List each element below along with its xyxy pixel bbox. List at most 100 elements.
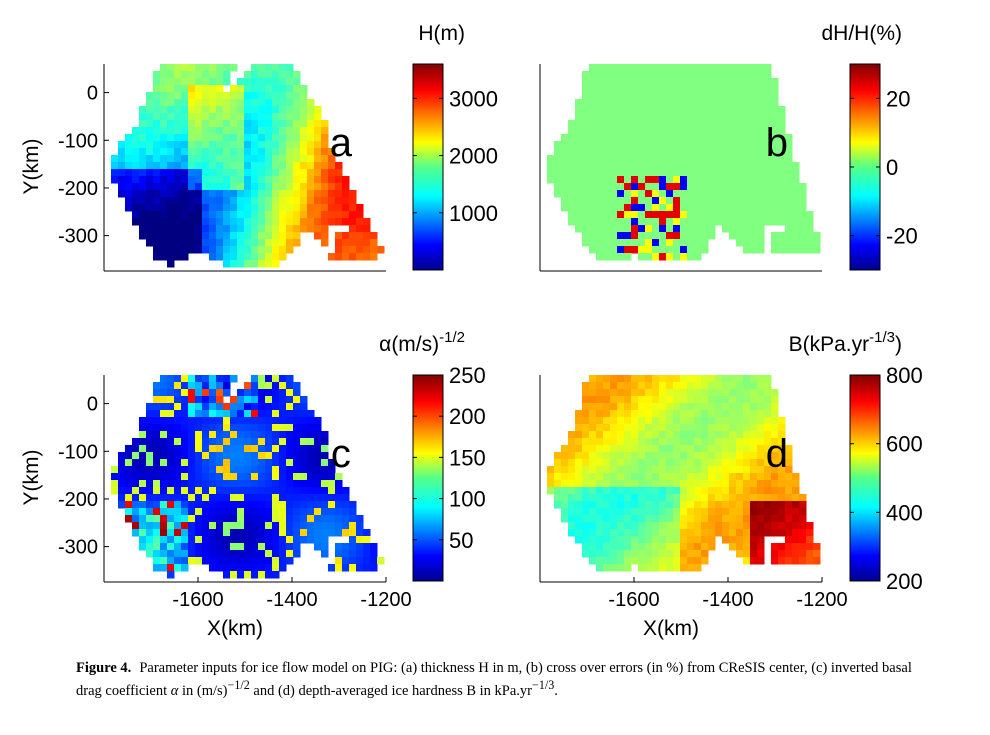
heatmap-cell — [687, 225, 695, 233]
heatmap-cell — [279, 536, 287, 544]
heatmap-cell — [328, 473, 336, 481]
heatmap-cell — [237, 260, 245, 268]
heatmap-cell — [195, 99, 203, 107]
heatmap-cell — [568, 494, 576, 502]
heatmap-cell — [118, 466, 126, 474]
heatmap-cell — [265, 410, 273, 418]
heatmap-cell — [314, 106, 322, 114]
heatmap-cell — [223, 452, 231, 460]
heatmap-cell — [125, 169, 133, 177]
heatmap-cell — [160, 197, 168, 205]
heatmap-cell — [708, 225, 716, 233]
heatmap-cell — [265, 557, 273, 565]
heatmap-cell — [659, 529, 667, 537]
heatmap-cell — [617, 64, 625, 72]
heatmap-cell — [687, 155, 695, 163]
heatmap-cell — [659, 218, 667, 226]
heatmap-cell — [673, 508, 681, 516]
heatmap-cell — [624, 375, 632, 383]
heatmap-cell — [321, 197, 329, 205]
heatmap-cell — [223, 204, 231, 212]
heatmap-cell — [680, 529, 688, 537]
heatmap-cell — [167, 71, 175, 79]
heatmap-cell — [603, 382, 611, 390]
heatmap-cell — [715, 431, 723, 439]
heatmap-cell — [582, 155, 590, 163]
heatmap-cell — [708, 232, 716, 240]
heatmap-cell — [610, 550, 618, 558]
heatmap-cell — [596, 543, 604, 551]
heatmap-cell — [272, 501, 280, 509]
heatmap-cell — [209, 155, 217, 163]
heatmap-cell — [167, 78, 175, 86]
heatmap-cell — [792, 204, 800, 212]
heatmap-cell — [251, 494, 259, 502]
heatmap-cell — [722, 382, 730, 390]
heatmap-cell — [771, 211, 779, 219]
heatmap-cell — [652, 396, 660, 404]
heatmap-cell — [596, 197, 604, 205]
heatmap-cell — [160, 232, 168, 240]
heatmap-cell — [251, 106, 259, 114]
heatmap-cell — [181, 431, 189, 439]
heatmap-cell — [631, 417, 639, 425]
heatmap-cell — [617, 445, 625, 453]
heatmap-cell — [146, 515, 154, 523]
heatmap-cell — [174, 459, 182, 467]
heatmap-cell — [575, 218, 583, 226]
heatmap-cell — [659, 536, 667, 544]
heatmap-cell — [659, 501, 667, 509]
heatmap-cell — [687, 487, 695, 495]
heatmap-cell — [342, 253, 350, 261]
heatmap-cell — [701, 396, 709, 404]
heatmap-cell — [202, 438, 210, 446]
heatmap-cell — [293, 382, 301, 390]
heatmap-cell — [139, 522, 147, 530]
heatmap-cell — [715, 141, 723, 149]
heatmap-cell — [680, 155, 688, 163]
heatmap-cell — [160, 473, 168, 481]
heatmap-cell — [645, 459, 653, 467]
heatmap-cell — [300, 501, 308, 509]
heatmap-cell — [582, 85, 590, 93]
heatmap-cell — [216, 494, 224, 502]
heatmap-cell — [195, 127, 203, 135]
heatmap-cell — [160, 508, 168, 516]
heatmap-cell — [363, 536, 371, 544]
heatmap-cell — [265, 382, 273, 390]
heatmap-cell — [146, 536, 154, 544]
heatmap-cell — [582, 127, 590, 135]
heatmap-cell — [806, 550, 814, 558]
heatmap-cell — [307, 466, 315, 474]
y-tick-label: -200 — [58, 489, 98, 511]
heatmap-cell — [258, 508, 266, 516]
colorbar-tick-label: 400 — [886, 500, 923, 525]
y-axis-label: Y(km) — [20, 450, 43, 506]
caption-label: Figure 4. — [76, 660, 132, 676]
heatmap-cell — [167, 85, 175, 93]
heatmap-cell — [321, 550, 329, 558]
heatmap-cell — [757, 396, 765, 404]
heatmap-cell — [251, 127, 259, 135]
heatmap-cell — [568, 169, 576, 177]
heatmap-cell — [806, 218, 814, 226]
heatmap-cell — [153, 389, 161, 397]
heatmap-cell — [167, 543, 175, 551]
heatmap-cell — [729, 473, 737, 481]
heatmap-cell — [209, 445, 217, 453]
heatmap-cell — [652, 431, 660, 439]
heatmap-cell — [237, 106, 245, 114]
heatmap-cell — [582, 536, 590, 544]
heatmap-cell — [722, 410, 730, 418]
heatmap-cell — [568, 120, 576, 128]
heatmap-cell — [596, 211, 604, 219]
heatmap-cell — [111, 155, 119, 163]
heatmap-cell — [244, 494, 252, 502]
heatmap-cell — [729, 85, 737, 93]
heatmap-cell — [589, 410, 597, 418]
heatmap-cell — [230, 557, 238, 565]
heatmap-cell — [286, 438, 294, 446]
heatmap-cell — [237, 529, 245, 537]
heatmap-cell — [568, 127, 576, 135]
heatmap-cell — [610, 211, 618, 219]
